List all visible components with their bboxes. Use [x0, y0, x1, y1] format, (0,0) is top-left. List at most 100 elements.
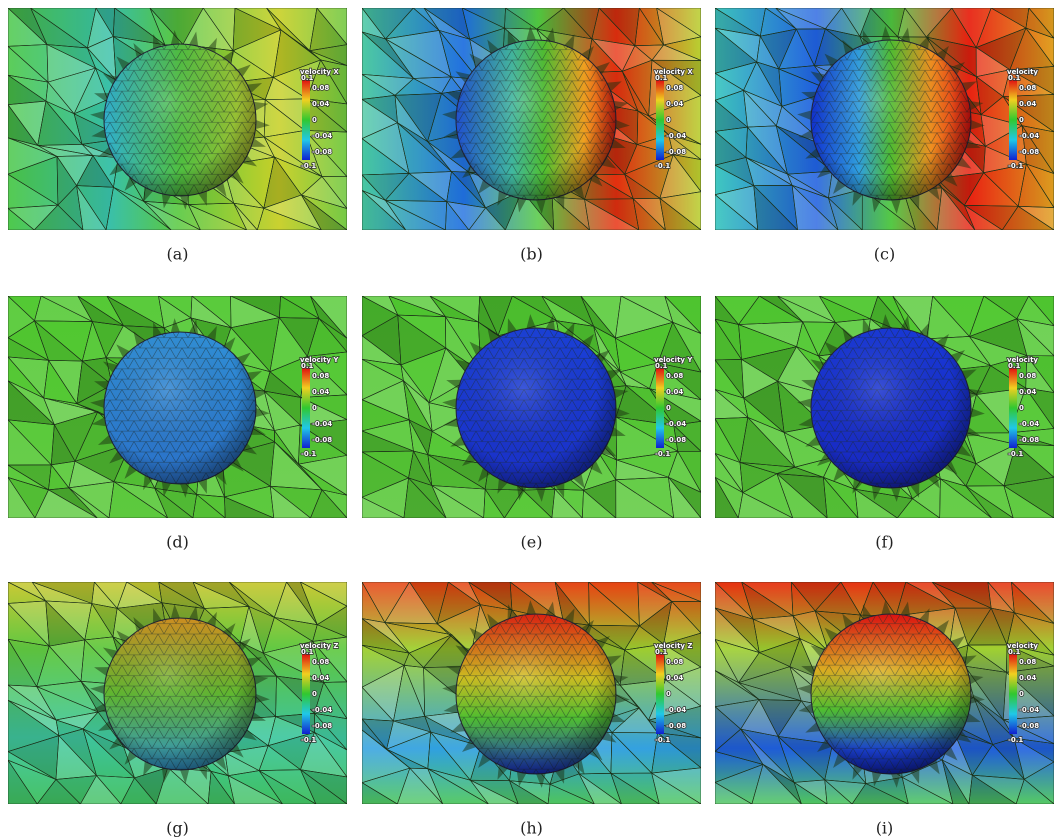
colorbar-tick-label: -0.04: [666, 706, 686, 714]
colorbar-tick-label: 0.1: [1008, 648, 1021, 656]
colorbar-tick-label: 0.04: [666, 388, 683, 396]
colorbar-tick-label: 0: [1019, 116, 1024, 124]
panel: velocity X0.10.080.040-0.04-0.08-0.1(a): [8, 8, 347, 264]
colorbar-tick-label: 0.1: [301, 648, 314, 656]
panel-image: [8, 582, 347, 804]
colorbar-tick-label: 0.04: [1019, 388, 1036, 396]
colorbar-tick-label: 0.1: [301, 362, 314, 370]
colorbar-tick-label: -0.08: [666, 722, 686, 730]
panel: velocity Z0.10.080.040-0.04-0.08-0.1(g): [8, 582, 347, 838]
colorbar-scale: [656, 368, 664, 448]
caption: (h): [520, 819, 543, 838]
colorbar-tick-label: 0: [312, 116, 317, 124]
colorbar-scale: [302, 368, 310, 448]
panel-image: [362, 582, 701, 804]
colorbar-tick-label: -0.04: [312, 420, 332, 428]
panel-image: [715, 582, 1054, 804]
colorbar-tick-label: -0.04: [1019, 132, 1039, 140]
colorbar-tick-label: 0.04: [666, 674, 683, 682]
colorbar-tick-label: -0.1: [1008, 450, 1023, 458]
panel: velocity Y0.10.080.040-0.04-0.08-0.1(d): [8, 296, 347, 552]
colorbar-tick-label: 0.04: [312, 388, 329, 396]
colorbar-tick-label: -0.1: [655, 162, 670, 170]
colorbar-tick-label: -0.1: [655, 450, 670, 458]
colorbar-tick-label: 0: [312, 404, 317, 412]
colorbar-tick-label: 0.1: [655, 362, 668, 370]
colorbar-tick-label: 0.1: [1008, 362, 1021, 370]
colorbar-tick-label: 0.08: [666, 658, 683, 666]
colorbar-tick-label: 0.04: [312, 674, 329, 682]
panel-image: [8, 8, 347, 230]
colorbar-scale: [1009, 368, 1017, 448]
colorbar-tick-label: -0.08: [312, 148, 332, 156]
colorbar-tick-label: 0.04: [1019, 100, 1036, 108]
panel: velocity Z0.10.080.040-0.04-0.08-0.1(h): [362, 582, 701, 838]
colorbar-tick-label: 0.1: [1008, 74, 1021, 82]
panel-image: [8, 296, 347, 518]
panel-image: [715, 296, 1054, 518]
colorbar-tick-label: 0: [1019, 404, 1024, 412]
caption: (g): [166, 819, 189, 838]
colorbar-tick-label: 0: [666, 690, 671, 698]
caption: (d): [166, 533, 189, 552]
colorbar-tick-label: -0.08: [1019, 722, 1039, 730]
panel: velocity Y0.10.080.040-0.04-0.08-0.1(e): [362, 296, 701, 552]
colorbar-tick-label: -0.08: [312, 436, 332, 444]
colorbar-scale: [302, 654, 310, 734]
colorbar-tick-label: -0.1: [1008, 162, 1023, 170]
panel-image: [362, 296, 701, 518]
colorbar-tick-label: 0.1: [655, 648, 668, 656]
colorbar-tick-label: -0.1: [301, 162, 316, 170]
panel-image: [362, 8, 701, 230]
colorbar-tick-label: 0.04: [312, 100, 329, 108]
colorbar-tick-label: -0.08: [312, 722, 332, 730]
colorbar-tick-label: -0.04: [312, 706, 332, 714]
colorbar-tick-label: -0.08: [1019, 148, 1039, 156]
colorbar-scale: [656, 80, 664, 160]
colorbar-tick-label: 0.08: [1019, 84, 1036, 92]
colorbar-tick-label: 0.08: [666, 372, 683, 380]
colorbar-tick-label: 0: [1019, 690, 1024, 698]
colorbar-tick-label: -0.04: [1019, 706, 1039, 714]
colorbar-tick-label: 0.04: [666, 100, 683, 108]
colorbar-tick-label: -0.1: [655, 736, 670, 744]
colorbar-scale: [1009, 654, 1017, 734]
colorbar-scale: [656, 654, 664, 734]
colorbar-tick-label: 0: [666, 116, 671, 124]
colorbar-tick-label: 0.08: [666, 84, 683, 92]
colorbar-tick-label: 0: [312, 690, 317, 698]
caption: (f): [875, 533, 893, 552]
colorbar-scale: [302, 80, 310, 160]
colorbar-tick-label: 0.1: [655, 74, 668, 82]
colorbar-tick-label: 0.08: [312, 658, 329, 666]
figure: velocity X0.10.080.040-0.04-0.08-0.1(a)v…: [0, 0, 1054, 839]
caption: (c): [874, 245, 895, 264]
caption: (b): [520, 245, 543, 264]
colorbar-tick-label: -0.04: [666, 420, 686, 428]
colorbar-tick-label: -0.04: [666, 132, 686, 140]
panel: velocity X0.10.080.040-0.04-0.08-0.1(b): [362, 8, 701, 264]
colorbar-tick-label: -0.1: [301, 450, 316, 458]
colorbar-tick-label: 0.04: [1019, 674, 1036, 682]
colorbar-tick-label: 0.1: [301, 74, 314, 82]
colorbar-tick-label: -0.1: [301, 736, 316, 744]
colorbar-tick-label: -0.08: [1019, 436, 1039, 444]
colorbar-tick-label: 0.08: [1019, 658, 1036, 666]
colorbar-tick-label: 0.08: [1019, 372, 1036, 380]
colorbar-tick-label: -0.04: [1019, 420, 1039, 428]
caption: (a): [166, 245, 188, 264]
colorbar-tick-label: -0.08: [666, 148, 686, 156]
colorbar-scale: [1009, 80, 1017, 160]
colorbar-tick-label: -0.08: [666, 436, 686, 444]
colorbar-tick-label: 0.08: [312, 84, 329, 92]
panel-image: [715, 8, 1054, 230]
colorbar-tick-label: 0: [666, 404, 671, 412]
colorbar-tick-label: -0.04: [312, 132, 332, 140]
colorbar-tick-label: -0.1: [1008, 736, 1023, 744]
colorbar-tick-label: 0.08: [312, 372, 329, 380]
caption: (i): [876, 819, 894, 838]
caption: (e): [521, 533, 543, 552]
